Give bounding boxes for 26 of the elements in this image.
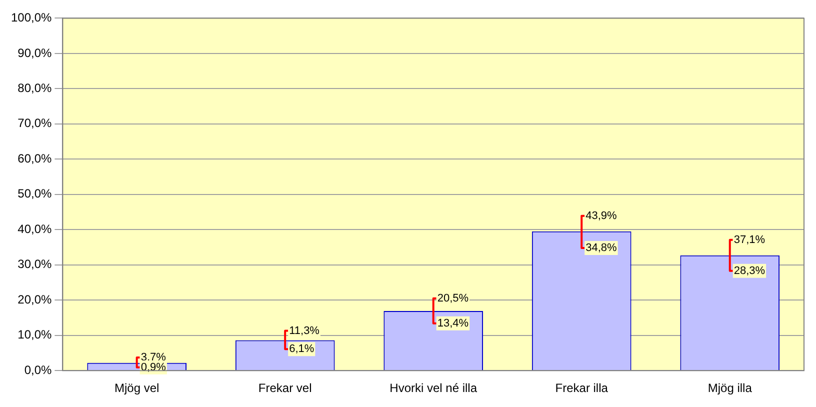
- y-tick-label: 0,0%: [24, 362, 52, 377]
- x-tick-label: Hvorki vel né illa: [390, 381, 478, 396]
- y-tick-label: 50,0%: [18, 186, 52, 201]
- y-tick-label: 60,0%: [18, 151, 52, 166]
- y-tick-label: 10,0%: [18, 328, 52, 342]
- x-tick-label: Mjög vel: [114, 381, 160, 396]
- x-tick-label: Frekar illa: [555, 381, 608, 396]
- annotation: 11,3%: [289, 324, 320, 337]
- annotation: 13,4%: [437, 317, 469, 330]
- annotation: 20,5%: [437, 292, 469, 304]
- x-tick-label: Mjög illa: [708, 381, 752, 396]
- y-tick-label: 30,0%: [18, 257, 52, 272]
- annotation: 28,3%: [734, 264, 766, 277]
- annotation: 43,9%: [586, 210, 618, 222]
- y-tick-label: 70,0%: [18, 116, 52, 130]
- annotation: 34,8%: [586, 242, 618, 254]
- annotation: 6,1%: [289, 343, 314, 356]
- y-tick-label: 40,0%: [18, 222, 52, 236]
- annotation: 3,7%: [140, 352, 166, 364]
- y-tick-label: 90,0%: [18, 46, 52, 60]
- y-tick-label: 80,0%: [18, 80, 52, 95]
- y-tick-label: 100,0%: [10, 10, 52, 25]
- annotation: 0,9%: [140, 361, 166, 374]
- annotation: 37,1%: [734, 234, 766, 246]
- y-tick-label: 20,0%: [18, 292, 52, 306]
- x-tick-label: Frekar vel: [258, 381, 312, 396]
